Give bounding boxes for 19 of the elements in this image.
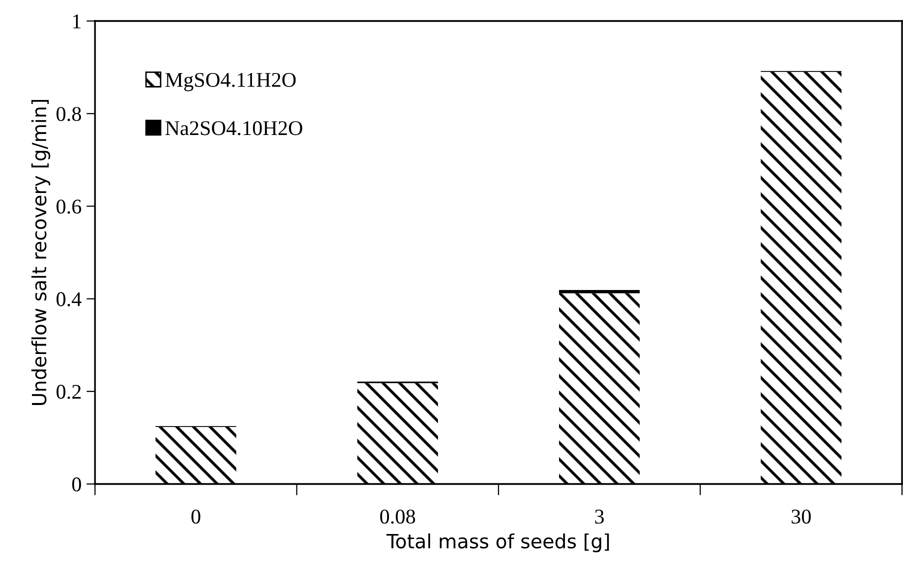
x-tick-label: 0 (191, 510, 200, 524)
y-tick-label: 0.8 (56, 106, 82, 122)
y-tick-label: 0.6 (56, 200, 82, 214)
x-axis-title: Total mass of seeds [g] (386, 533, 609, 552)
y-tick-label: 1 (73, 14, 81, 28)
legend-label: Na2SO4.10H2O (165, 121, 302, 136)
bar (559, 290, 640, 294)
bar (760, 72, 842, 484)
x-tick-label: 30 (792, 510, 811, 524)
y-tick-label: 0.2 (56, 384, 81, 399)
legend-label: MgSO4.11H2O (165, 72, 296, 92)
bar (357, 383, 438, 484)
x-tick-label: 0.08 (380, 510, 416, 524)
y-axis-title: Underflow salt recovery [g/min] (31, 100, 50, 405)
bar (559, 293, 640, 484)
y-tick-label: 0.4 (56, 292, 82, 306)
x-tick-label: 3 (595, 510, 604, 524)
y-tick-label: 0 (72, 477, 82, 492)
bar (156, 427, 236, 484)
